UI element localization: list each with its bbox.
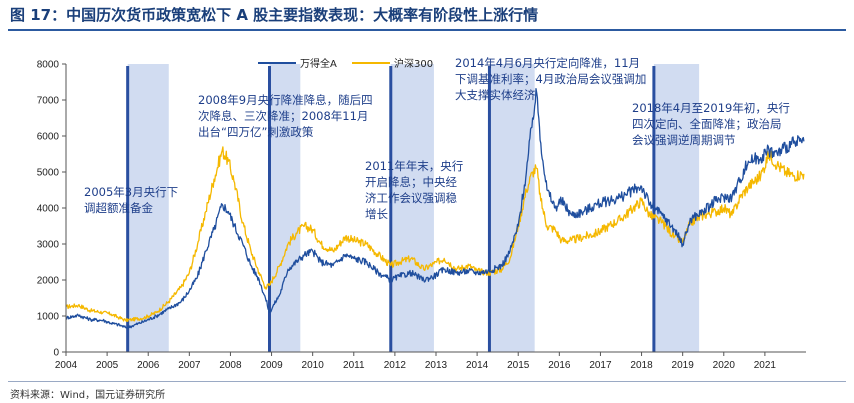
x-tick-label: 2004 [55,360,78,371]
x-tick-label: 2018 [630,360,653,371]
legend-label-1: 万得全A [300,57,337,70]
easing-band-1 [127,64,169,352]
y-tick-label: 5000 [37,168,60,179]
title-rule [8,29,846,31]
x-tick-label: 2013 [425,360,448,371]
x-tick-label: 2014 [466,360,489,371]
y-tick-label: 4000 [37,204,60,215]
legend-label-2: 沪深300 [394,57,433,70]
source-note: 资料来源：Wind，国元证券研究所 [10,390,166,401]
legend: 万得全A 沪深300 [258,57,433,70]
x-tick-label: 2008 [219,360,242,371]
x-tick-label: 2006 [137,360,160,371]
series-lines [65,88,805,329]
figure-title: 图 17：中国历次货币政策宽松下 A 股主要指数表现：大概率有阶段性上涨行情 [10,6,539,24]
easing-band-5 [653,64,700,352]
y-tick-label: 6000 [37,132,60,143]
x-tick-label: 2021 [754,360,777,371]
x-tick-label: 2017 [589,360,612,371]
y-tick-label: 2000 [37,276,60,287]
y-tick-label: 0 [53,348,59,359]
x-tick-label: 2010 [302,360,325,371]
easing-periods [126,64,700,352]
annotation-2005: 2005年3月央行下调超额准备金 [84,185,179,215]
y-tick-label: 1000 [37,312,60,323]
y-axis: 0 1000 2000 3000 4000 5000 6000 7000 8000 [37,60,67,359]
x-tick-label: 2019 [672,360,695,371]
y-tick-label: 3000 [37,240,60,251]
source-rule [8,381,846,382]
x-axis: 2004 2005 2006 2007 2008 2009 2010 2011 2012 2013… [55,351,806,371]
annotation-2011: 2011年年末，央行开启降息；中央经济工作会议强调稳增长 [365,159,464,221]
easing-band-4 [489,64,535,352]
easing-band-3 [390,64,434,352]
x-tick-label: 2020 [713,360,736,371]
y-tick-label: 8000 [37,60,60,71]
x-tick-label: 2009 [260,360,283,371]
annotation-2008: 2008年9月央行降准降息，随后四次降息、三次降准；2008年11月出台“四万亿… [198,93,373,139]
x-tick-label: 2016 [548,360,571,371]
y-tick-label: 7000 [37,96,60,107]
x-tick-label: 2005 [96,360,119,371]
annotation-2018: 2018年4月至2019年初，央行四次定向、全面降准；政治局会议强调逆周期调节 [632,101,790,147]
x-tick-label: 2007 [178,360,201,371]
x-tick-label: 2015 [507,360,530,371]
x-tick-label: 2012 [384,360,407,371]
x-tick-label: 2011 [343,360,365,371]
series-line-1 [65,88,805,329]
annotation-2014: 2014年4月6月央行定向降准，11月下调基准利率；4月政治局会议强调加大支撑实… [455,56,647,102]
